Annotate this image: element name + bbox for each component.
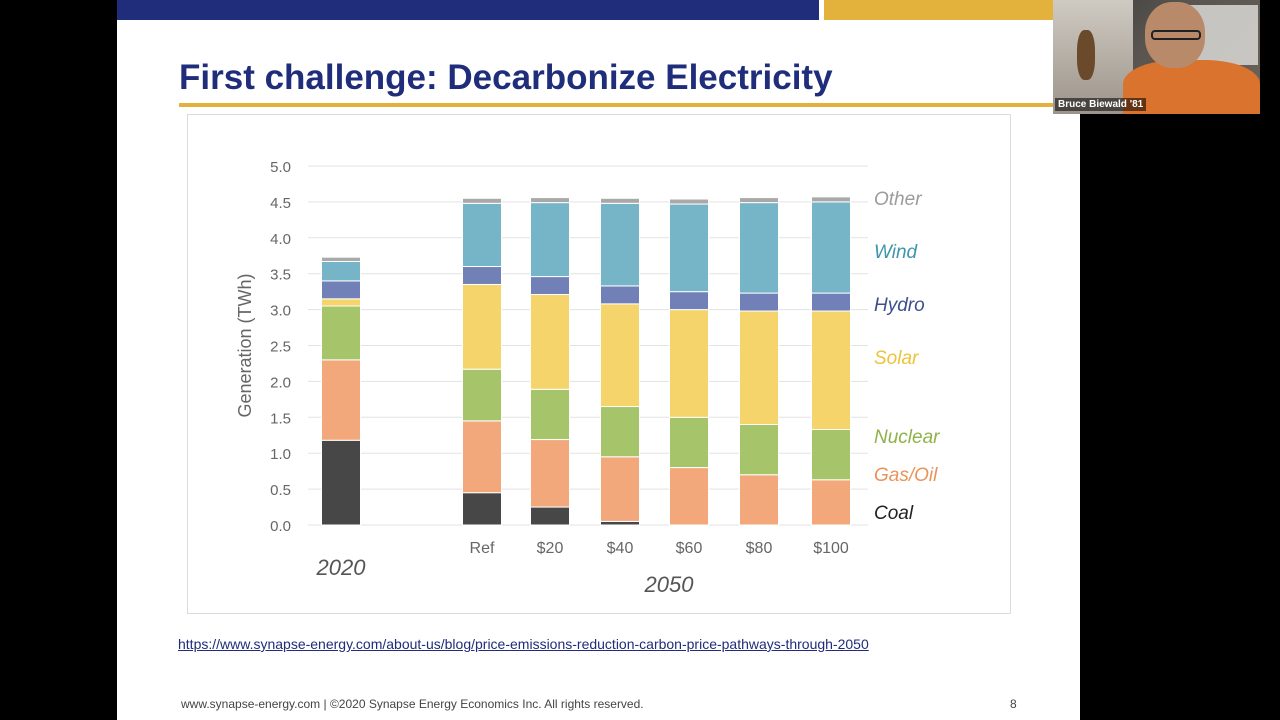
group-label: 2050 (644, 572, 695, 597)
legend-label: Nuclear (874, 427, 940, 448)
y-tick-label: 0.5 (270, 482, 291, 499)
bar-segment (530, 197, 570, 204)
bar-segment (321, 298, 361, 307)
y-tick-label: 1.0 (270, 446, 291, 463)
bar-segment (600, 285, 640, 305)
guitar-icon (1077, 30, 1095, 80)
bar-segment (669, 203, 709, 293)
x-tick-label: $20 (537, 540, 564, 557)
group-label: 2020 (316, 555, 367, 580)
bar-segment (462, 266, 502, 285)
bar-segment (321, 256, 361, 262)
bar-segment (462, 283, 502, 370)
y-tick-label: 2.0 (270, 374, 291, 391)
bar-segment (321, 280, 361, 300)
x-tick-label: $60 (676, 540, 703, 557)
bar-segment (811, 292, 851, 312)
title-underline (179, 103, 1080, 107)
x-tick-label: $80 (746, 540, 773, 557)
bar-segment (811, 429, 851, 481)
bar-segment (530, 294, 570, 390)
bar-segment (739, 423, 779, 476)
bar-segment (462, 420, 502, 494)
participant-video[interactable]: Bruce Biewald '81 (1053, 0, 1260, 114)
bar-segment (530, 276, 570, 296)
bar-segment (530, 439, 570, 508)
bar-segment (600, 197, 640, 204)
legend-label: Gas/Oil (874, 465, 938, 486)
bar-segment (321, 439, 361, 526)
legend-label: Other (874, 189, 922, 210)
y-tick-label: 1.5 (270, 410, 291, 427)
bar-segment (321, 359, 361, 441)
participant-name: Bruce Biewald '81 (1055, 98, 1147, 111)
slide: First challenge: Decarbonize Electricity… (117, 0, 1080, 720)
y-axis-label: Generation (TWh) (235, 273, 255, 417)
header-bar-gold (824, 0, 1080, 20)
bar-segment (669, 309, 709, 418)
bar-segment (462, 368, 502, 422)
bar-segment (739, 197, 779, 204)
legend-label: Hydro (874, 295, 925, 316)
bar-segment (600, 456, 640, 522)
x-tick-label: $40 (607, 540, 634, 557)
y-tick-label: 0.0 (270, 518, 291, 535)
bar-segment (600, 303, 640, 408)
bar-segment (321, 305, 361, 361)
header-bar-blue (117, 0, 819, 20)
bar-segment (669, 467, 709, 526)
bar-segment (530, 388, 570, 441)
bar-segment (321, 260, 361, 282)
bar-segment (462, 202, 502, 268)
participant-head (1145, 2, 1205, 68)
footer-text: www.synapse-energy.com | ©2020 Synapse E… (181, 697, 644, 711)
bar-segment (669, 416, 709, 469)
bar-segment (739, 292, 779, 312)
bar-segment (739, 474, 779, 526)
bar-segment (462, 197, 502, 204)
legend-label: Solar (874, 348, 919, 369)
bar-segment (530, 202, 570, 278)
x-tick-label: $100 (813, 540, 849, 557)
x-tick-label: Ref (470, 540, 495, 557)
bar-segment (811, 479, 851, 526)
source-link[interactable]: https://www.synapse-energy.com/about-us/… (178, 636, 869, 652)
legend-label: Wind (874, 242, 919, 263)
bar-segment (600, 202, 640, 287)
glasses-icon (1151, 30, 1201, 40)
bar-segment (811, 196, 851, 203)
chart-container: 0.0 0.5 1.0 1.5 2.0 2.5 3.0 3.5 4.0 4.5 5.0 Generat… (187, 114, 1011, 614)
legend-label: Coal (874, 503, 914, 524)
bar-segment (600, 406, 640, 458)
bar-segment (669, 291, 709, 311)
bar-segment (811, 201, 851, 294)
y-tick-label: 3.0 (270, 303, 291, 320)
y-tick-label: 4.0 (270, 231, 291, 248)
bar-segment (600, 520, 640, 526)
bar-segment (530, 506, 570, 526)
y-tick-label: 4.5 (270, 195, 291, 212)
slide-title: First challenge: Decarbonize Electricity (179, 58, 833, 97)
bar-segment (462, 492, 502, 526)
page-number: 8 (1010, 697, 1017, 711)
bar-segment (739, 202, 779, 294)
bar-segment (669, 198, 709, 205)
stacked-bar-chart: 0.0 0.5 1.0 1.5 2.0 2.5 3.0 3.5 4.0 4.5 5.0 Generat… (235, 159, 940, 597)
y-tick-label: 5.0 (270, 159, 291, 176)
y-tick-label: 2.5 (270, 339, 291, 356)
y-tick-label: 3.5 (270, 267, 291, 284)
bar-segment (739, 310, 779, 425)
bar-segment (811, 310, 851, 431)
